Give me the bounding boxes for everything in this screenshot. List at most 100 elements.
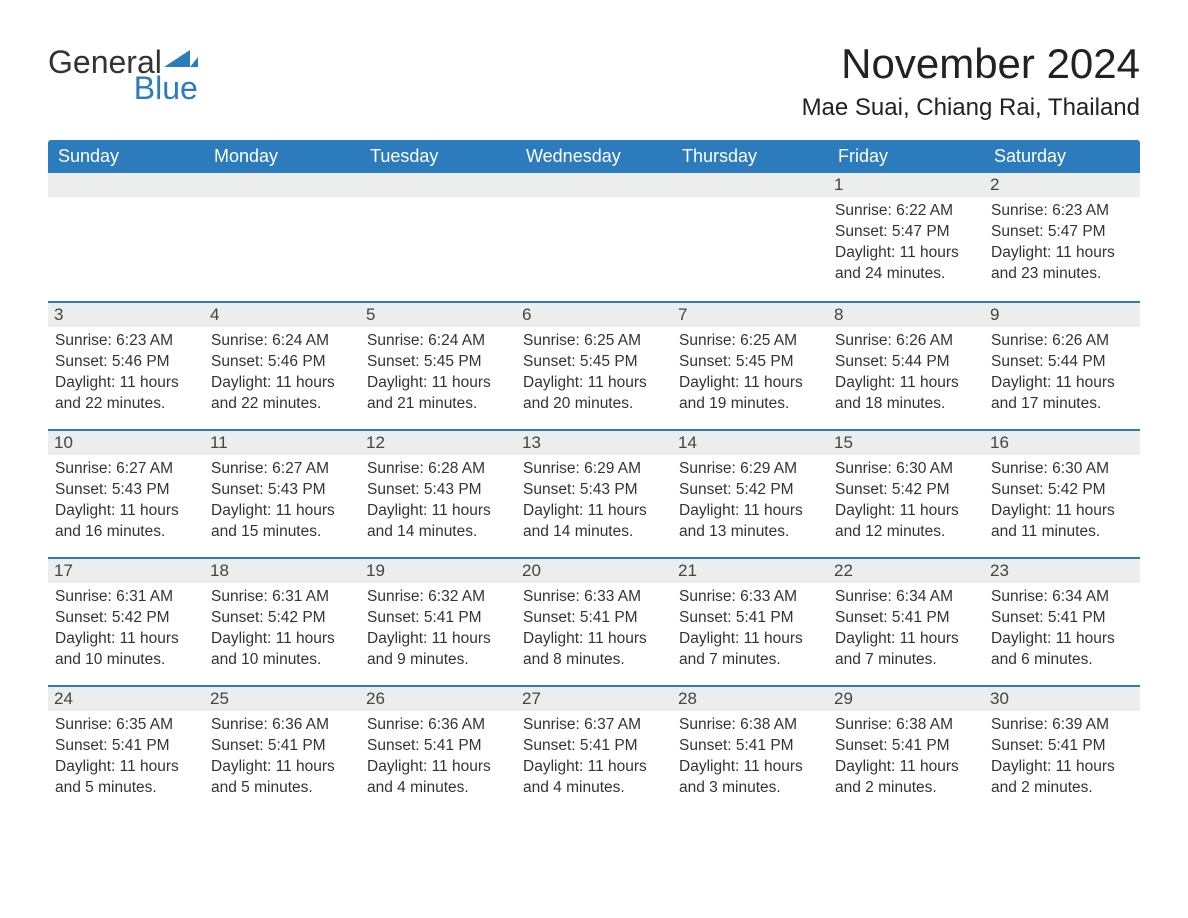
daylight-text: Daylight: 11 hours and 8 minutes.	[523, 629, 666, 671]
day-details: Sunrise: 6:27 AMSunset: 5:43 PMDaylight:…	[54, 459, 198, 543]
day-number: 12	[360, 429, 516, 455]
day-cell: 7Sunrise: 6:25 AMSunset: 5:45 PMDaylight…	[672, 301, 828, 429]
day-number: 26	[360, 685, 516, 711]
sunrise-text: Sunrise: 6:23 AM	[991, 201, 1134, 222]
sunset-text: Sunset: 5:45 PM	[679, 352, 822, 373]
daylight-text: Daylight: 11 hours and 18 minutes.	[835, 373, 978, 415]
daylight-text: Daylight: 11 hours and 17 minutes.	[991, 373, 1134, 415]
day-number: 28	[672, 685, 828, 711]
day-cell: 25Sunrise: 6:36 AMSunset: 5:41 PMDayligh…	[204, 685, 360, 813]
day-number: 21	[672, 557, 828, 583]
day-details: Sunrise: 6:27 AMSunset: 5:43 PMDaylight:…	[210, 459, 354, 543]
day-number: 2	[984, 173, 1140, 197]
day-cell: 2Sunrise: 6:23 AMSunset: 5:47 PMDaylight…	[984, 173, 1140, 301]
day-details: Sunrise: 6:34 AMSunset: 5:41 PMDaylight:…	[990, 587, 1134, 671]
day-details: Sunrise: 6:23 AMSunset: 5:46 PMDaylight:…	[54, 331, 198, 415]
day-cell: 19Sunrise: 6:32 AMSunset: 5:41 PMDayligh…	[360, 557, 516, 685]
daylight-text: Daylight: 11 hours and 20 minutes.	[523, 373, 666, 415]
daylight-text: Daylight: 11 hours and 2 minutes.	[835, 757, 978, 799]
day-details: Sunrise: 6:30 AMSunset: 5:42 PMDaylight:…	[834, 459, 978, 543]
empty-daynum-bar	[672, 173, 828, 197]
day-cell: 4Sunrise: 6:24 AMSunset: 5:46 PMDaylight…	[204, 301, 360, 429]
day-details: Sunrise: 6:28 AMSunset: 5:43 PMDaylight:…	[366, 459, 510, 543]
sunset-text: Sunset: 5:41 PM	[991, 736, 1134, 757]
day-cell: 8Sunrise: 6:26 AMSunset: 5:44 PMDaylight…	[828, 301, 984, 429]
sunrise-text: Sunrise: 6:37 AM	[523, 715, 666, 736]
sunrise-text: Sunrise: 6:31 AM	[55, 587, 198, 608]
day-number: 9	[984, 301, 1140, 327]
sunset-text: Sunset: 5:42 PM	[991, 480, 1134, 501]
daylight-text: Daylight: 11 hours and 4 minutes.	[367, 757, 510, 799]
day-number: 3	[48, 301, 204, 327]
day-number: 14	[672, 429, 828, 455]
sunset-text: Sunset: 5:41 PM	[367, 608, 510, 629]
day-details: Sunrise: 6:25 AMSunset: 5:45 PMDaylight:…	[678, 331, 822, 415]
day-details: Sunrise: 6:26 AMSunset: 5:44 PMDaylight:…	[834, 331, 978, 415]
daylight-text: Daylight: 11 hours and 16 minutes.	[55, 501, 198, 543]
day-cell: 14Sunrise: 6:29 AMSunset: 5:42 PMDayligh…	[672, 429, 828, 557]
location: Mae Suai, Chiang Rai, Thailand	[802, 94, 1140, 122]
sunrise-text: Sunrise: 6:27 AM	[55, 459, 198, 480]
day-cell: 17Sunrise: 6:31 AMSunset: 5:42 PMDayligh…	[48, 557, 204, 685]
day-cell: 28Sunrise: 6:38 AMSunset: 5:41 PMDayligh…	[672, 685, 828, 813]
day-details: Sunrise: 6:33 AMSunset: 5:41 PMDaylight:…	[522, 587, 666, 671]
daylight-text: Daylight: 11 hours and 22 minutes.	[55, 373, 198, 415]
daylight-text: Daylight: 11 hours and 24 minutes.	[835, 243, 978, 285]
calendar: Sunday Monday Tuesday Wednesday Thursday…	[48, 140, 1140, 813]
daylight-text: Daylight: 11 hours and 3 minutes.	[679, 757, 822, 799]
week-row: 17Sunrise: 6:31 AMSunset: 5:42 PMDayligh…	[48, 557, 1140, 685]
sunrise-text: Sunrise: 6:34 AM	[991, 587, 1134, 608]
empty-cell	[360, 173, 516, 301]
day-number: 27	[516, 685, 672, 711]
day-details: Sunrise: 6:29 AMSunset: 5:43 PMDaylight:…	[522, 459, 666, 543]
daylight-text: Daylight: 11 hours and 13 minutes.	[679, 501, 822, 543]
sunset-text: Sunset: 5:41 PM	[523, 608, 666, 629]
day-header: Monday	[204, 140, 360, 173]
sunrise-text: Sunrise: 6:27 AM	[211, 459, 354, 480]
empty-cell	[516, 173, 672, 301]
sunrise-text: Sunrise: 6:25 AM	[523, 331, 666, 352]
day-cell: 6 Sunrise: 6:25 AMSunset: 5:45 PMDaylight…	[516, 301, 672, 429]
day-details: Sunrise: 6:38 AMSunset: 5:41 PMDaylight:…	[834, 715, 978, 799]
day-cell: 21Sunrise: 6:33 AMSunset: 5:41 PMDayligh…	[672, 557, 828, 685]
sunset-text: Sunset: 5:46 PM	[55, 352, 198, 373]
brand-logo: General Blue	[48, 40, 198, 104]
sunrise-text: Sunrise: 6:24 AM	[211, 331, 354, 352]
empty-daynum-bar	[48, 173, 204, 197]
sunset-text: Sunset: 5:41 PM	[367, 736, 510, 757]
day-details: Sunrise: 6:31 AMSunset: 5:42 PMDaylight:…	[210, 587, 354, 671]
day-number: 6	[516, 301, 672, 327]
sunset-text: Sunset: 5:41 PM	[991, 608, 1134, 629]
daylight-text: Daylight: 11 hours and 15 minutes.	[211, 501, 354, 543]
day-number: 15	[828, 429, 984, 455]
sunset-text: Sunset: 5:47 PM	[835, 222, 978, 243]
day-number: 19	[360, 557, 516, 583]
week-row: 1Sunrise: 6:22 AMSunset: 5:47 PMDaylight…	[48, 173, 1140, 301]
sunset-text: Sunset: 5:45 PM	[523, 352, 666, 373]
day-header-row: Sunday Monday Tuesday Wednesday Thursday…	[48, 140, 1140, 173]
daylight-text: Daylight: 11 hours and 14 minutes.	[367, 501, 510, 543]
week-row: 24Sunrise: 6:35 AMSunset: 5:41 PMDayligh…	[48, 685, 1140, 813]
sunrise-text: Sunrise: 6:31 AM	[211, 587, 354, 608]
brand-triangle-icon	[164, 40, 198, 72]
day-details: Sunrise: 6:26 AMSunset: 5:44 PMDaylight:…	[990, 331, 1134, 415]
sunrise-text: Sunrise: 6:30 AM	[991, 459, 1134, 480]
day-details: Sunrise: 6:30 AMSunset: 5:42 PMDaylight:…	[990, 459, 1134, 543]
day-cell: 20Sunrise: 6:33 AMSunset: 5:41 PMDayligh…	[516, 557, 672, 685]
day-number: 11	[204, 429, 360, 455]
day-header: Saturday	[984, 140, 1140, 173]
day-details: Sunrise: 6:34 AMSunset: 5:41 PMDaylight:…	[834, 587, 978, 671]
day-number: 18	[204, 557, 360, 583]
sunrise-text: Sunrise: 6:30 AM	[835, 459, 978, 480]
sunset-text: Sunset: 5:41 PM	[211, 736, 354, 757]
day-details: Sunrise: 6:39 AMSunset: 5:41 PMDaylight:…	[990, 715, 1134, 799]
daylight-text: Daylight: 11 hours and 6 minutes.	[991, 629, 1134, 671]
sunrise-text: Sunrise: 6:29 AM	[523, 459, 666, 480]
daylight-text: Daylight: 11 hours and 4 minutes.	[523, 757, 666, 799]
sunset-text: Sunset: 5:43 PM	[55, 480, 198, 501]
sunrise-text: Sunrise: 6:23 AM	[55, 331, 198, 352]
day-number: 5	[360, 301, 516, 327]
brand-word2: Blue	[48, 72, 198, 104]
day-cell: 26Sunrise: 6:36 AMSunset: 5:41 PMDayligh…	[360, 685, 516, 813]
day-details: Sunrise: 6:37 AMSunset: 5:41 PMDaylight:…	[522, 715, 666, 799]
